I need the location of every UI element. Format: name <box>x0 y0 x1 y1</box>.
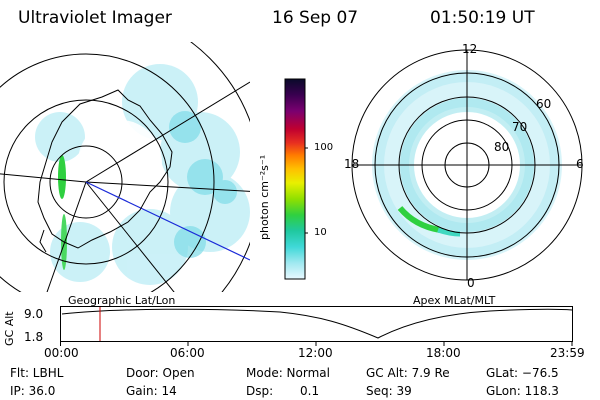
xtick-2359: 23:59 <box>550 346 585 360</box>
xtick-1800: 18:00 <box>426 346 461 360</box>
filter-info: Flt: LBHL <box>10 366 64 380</box>
coastline <box>37 89 173 249</box>
mlt-label-6: 6 <box>576 157 584 171</box>
altitude-ytick-high: 9.0 <box>24 307 44 321</box>
glon-info: GLon: 118.3 <box>486 384 559 398</box>
dsp-value: 0.1 <box>300 384 320 398</box>
right-map-caption: Apex MLat/MLT <box>413 294 496 307</box>
door-info: Door: Open <box>126 366 195 380</box>
instrument-title: Ultraviolet Imager <box>18 8 172 28</box>
altitude-ytick-low: 1.8 <box>24 330 44 344</box>
colorbar-tick-100: 100 <box>314 142 334 153</box>
colorbar <box>284 78 308 280</box>
altitude-ylabel: GC Alt <box>3 311 16 346</box>
colorbar-label: photon cm⁻²s⁻¹ <box>258 154 271 240</box>
mode-info: Mode: Normal <box>246 366 330 380</box>
lat-label-70: 70 <box>512 120 528 134</box>
altitude-plot <box>60 306 573 346</box>
date-label: 16 Sep 07 <box>272 8 359 28</box>
lat-label-60: 60 <box>536 97 552 111</box>
colorbar-tick-10: 10 <box>314 227 327 238</box>
gc-alt-info: GC Alt: 7.9 Re <box>366 366 450 380</box>
xtick-0600: 06:00 <box>170 346 205 360</box>
left-map-caption: Geographic Lat/Lon <box>68 294 176 307</box>
xtick-1200: 12:00 <box>298 346 333 360</box>
mlt-label-12: 12 <box>462 42 478 56</box>
seq-info: Seq: 39 <box>366 384 412 398</box>
geographic-map <box>0 42 250 292</box>
dsp-label: Dsp: <box>246 384 274 398</box>
glat-info: GLat: −76.5 <box>486 366 559 380</box>
lat-label-80: 80 <box>494 140 510 154</box>
magnetic-polar-map <box>351 49 583 281</box>
mlt-label-18: 18 <box>344 157 360 171</box>
time-label: 01:50:19 UT <box>430 8 535 28</box>
ip-info: IP: 36.0 <box>10 384 56 398</box>
altitude-curve <box>61 308 573 339</box>
mlt-label-0: 0 <box>467 276 475 290</box>
gain-info: Gain: 14 <box>126 384 177 398</box>
xtick-0000: 00:00 <box>44 346 79 360</box>
